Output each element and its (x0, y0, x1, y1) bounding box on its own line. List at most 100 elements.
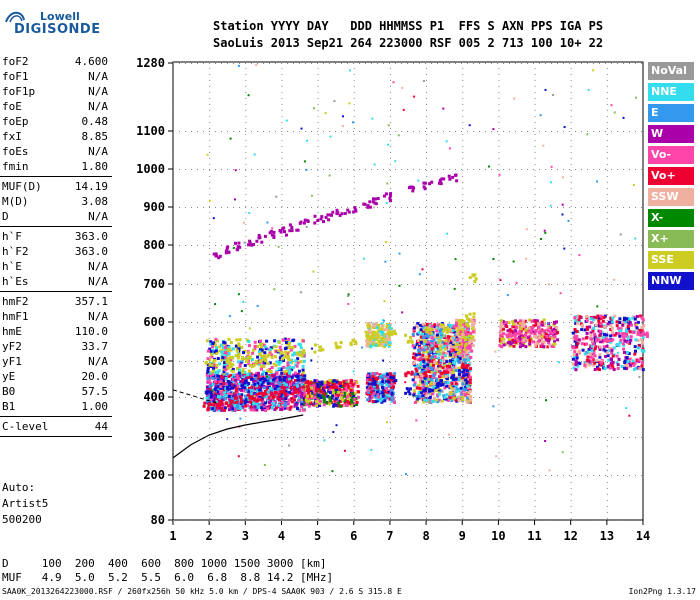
grid-dot (389, 428, 391, 429)
grid-dot (426, 434, 428, 435)
grid-dot (389, 182, 391, 183)
echo-dot (238, 362, 242, 366)
grid-dot (191, 437, 192, 438)
echo-dot (249, 405, 253, 409)
grid-dot (245, 320, 247, 321)
grid-dot (329, 131, 330, 132)
grid-dot (245, 302, 247, 303)
grid-dot (605, 207, 606, 208)
echo-dot (300, 402, 304, 406)
grid-dot (245, 464, 247, 465)
grid-dot (498, 452, 500, 453)
param-separator (0, 436, 112, 437)
grid-dot (245, 134, 247, 135)
grid-dot (293, 63, 294, 64)
grid-dot (521, 63, 522, 64)
grid-dot (389, 512, 391, 513)
echo-dot (278, 345, 282, 349)
grid-dot (449, 63, 450, 64)
echo-dot (434, 362, 438, 366)
grid-dot (173, 308, 174, 309)
echo-dot (231, 347, 235, 351)
echo-dot (235, 373, 239, 377)
echo-dot (354, 391, 358, 395)
grid-dot (455, 361, 456, 362)
echo-dot (248, 372, 252, 376)
echo-dot (290, 397, 294, 400)
echo-dot (454, 398, 458, 402)
grid-dot (485, 63, 486, 64)
grid-dot (643, 386, 644, 387)
grid-dot (641, 131, 642, 132)
echo-dot (285, 383, 289, 387)
grid-dot (323, 322, 324, 323)
grid-dot (643, 242, 644, 243)
grid-dot (605, 437, 606, 438)
grid-dot (395, 245, 396, 246)
grid-dot (462, 146, 464, 147)
grid-dot (534, 272, 536, 273)
grid-dot (353, 74, 355, 75)
grid-dot (498, 200, 500, 201)
echo-dot (242, 351, 245, 355)
echo-dot (225, 372, 229, 376)
grid-dot (533, 361, 534, 362)
grid-dot (467, 245, 468, 246)
echo-dot (433, 387, 437, 391)
grid-dot (227, 207, 228, 208)
grid-dot (263, 284, 264, 285)
grid-dot (606, 404, 608, 405)
grid-dot (203, 131, 204, 132)
grid-dot (299, 245, 300, 246)
grid-dot (413, 131, 414, 132)
echo-dot (422, 359, 426, 363)
param-separator (0, 226, 112, 227)
echo-dot (294, 379, 297, 382)
grid-dot (641, 397, 642, 398)
echo-dot (286, 361, 290, 365)
grid-dot (635, 169, 636, 170)
grid-dot (419, 437, 420, 438)
grid-dot (173, 428, 174, 429)
grid-dot (173, 131, 174, 132)
grid-dot (413, 475, 414, 476)
grid-dot (641, 169, 642, 170)
echo-dot (377, 334, 381, 338)
grid-dot (611, 63, 612, 64)
echo-dot (313, 401, 317, 405)
grid-dot (389, 422, 391, 423)
grid-dot (335, 284, 336, 285)
grid-dot (643, 464, 644, 465)
echo-dot (387, 341, 391, 345)
y-tick-label: 300 (143, 430, 165, 444)
grid-dot (606, 110, 608, 111)
echo-dot (365, 386, 369, 390)
echo-dot (234, 389, 238, 393)
grid-dot (462, 104, 464, 105)
echo-dot (259, 404, 263, 408)
echo-dot (420, 324, 424, 328)
grid-dot (534, 266, 536, 267)
echo-dot (432, 348, 436, 352)
grid-dot (293, 207, 294, 208)
echo-dot (219, 386, 223, 390)
grid-dot (317, 362, 319, 363)
x-tick-label: 11 (527, 529, 541, 543)
echo-dot (244, 376, 248, 380)
echo-dot (321, 391, 325, 395)
grid-dot (473, 475, 474, 476)
grid-dot (245, 236, 247, 237)
grid-dot (245, 200, 247, 201)
grid-dot (377, 131, 378, 132)
grid-dot (498, 518, 500, 519)
echo-dot (380, 337, 384, 340)
grid-dot (527, 131, 528, 132)
grid-dot (173, 218, 174, 219)
echo-dot (215, 350, 219, 354)
echo-dot (224, 394, 228, 398)
echo-dot (287, 350, 291, 354)
grid-dot (209, 146, 211, 147)
echo-dot (378, 376, 382, 380)
grid-dot (209, 322, 210, 323)
grid-dot (643, 308, 644, 309)
